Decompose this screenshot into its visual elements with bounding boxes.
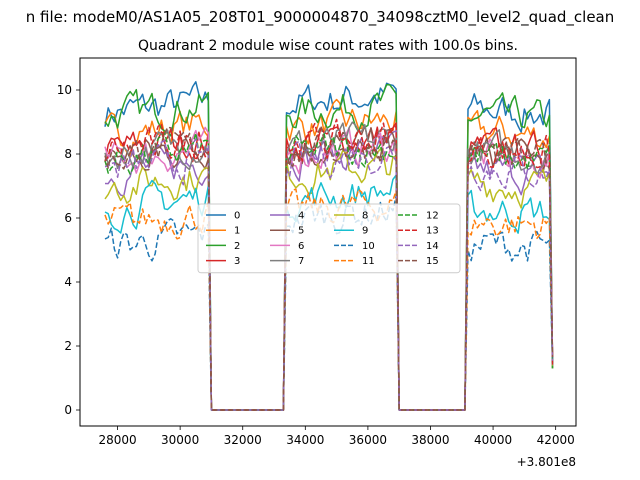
legend-item[interactable]: 0: [206, 211, 240, 222]
series-line-12: [104, 132, 554, 411]
legend-label: 9: [362, 226, 368, 237]
x-tick-label: 36000: [349, 433, 387, 447]
series-line-8: [104, 148, 554, 411]
legend-label: 12: [426, 211, 439, 222]
legend-label: 1: [234, 226, 240, 237]
legend-item[interactable]: 13: [398, 226, 439, 237]
series-line-5: [104, 124, 554, 411]
series-layer: [104, 81, 554, 411]
legend-item[interactable]: 14: [398, 241, 439, 252]
y-tick-label: 10: [57, 83, 72, 97]
x-offset-label: +3.801e8: [517, 455, 576, 469]
x-tick-label: 32000: [224, 433, 262, 447]
legend-label: 2: [234, 241, 240, 252]
legend-label: 6: [298, 241, 304, 252]
legend-frame: [197, 203, 461, 274]
x-tick-label: 38000: [411, 433, 449, 447]
legend-item[interactable]: 4: [270, 211, 304, 222]
series-line-2: [104, 83, 554, 411]
legend-label: 11: [362, 256, 375, 267]
y-tick-label: 2: [64, 339, 72, 353]
legend-item[interactable]: 10: [334, 241, 375, 252]
legend-label: 7: [298, 256, 304, 267]
series-line-7: [104, 121, 554, 411]
x-tick-label: 30000: [161, 433, 199, 447]
legend-item[interactable]: 15: [398, 256, 439, 267]
legend-item[interactable]: 9: [334, 226, 368, 237]
legend-item[interactable]: 2: [206, 241, 240, 252]
x-tick-label: 34000: [286, 433, 324, 447]
legend-label: 8: [362, 211, 368, 222]
legend-label: 15: [426, 256, 439, 267]
figure-suptitle: n file: modeM0/AS1A05_208T01_9000004870_…: [26, 8, 615, 27]
legend-item[interactable]: 5: [270, 226, 304, 237]
series-line-15: [104, 125, 554, 411]
x-tick-label: 40000: [474, 433, 512, 447]
legend-label: 13: [426, 226, 439, 237]
legend-label: 14: [426, 241, 439, 252]
y-tick-label: 8: [64, 147, 72, 161]
legend-item[interactable]: 12: [398, 211, 439, 222]
legend-label: 10: [362, 241, 375, 252]
plot-area: 28000 30000 32000 34000 36000 38000 40000 42000…: [57, 57, 577, 469]
axes-frame: [79, 57, 577, 427]
legend-item[interactable]: 1: [206, 226, 240, 237]
y-tick-label: 4: [64, 275, 72, 289]
x-axis: 28000 30000 32000 34000 36000 38000 40000 42000: [98, 426, 575, 447]
legend-label: 4: [298, 211, 304, 222]
y-tick-label: 6: [64, 211, 72, 225]
legend-item[interactable]: 8: [334, 211, 368, 222]
legend-item[interactable]: 7: [270, 256, 304, 267]
series-line-0: [104, 81, 554, 411]
legend-label: 0: [234, 211, 240, 222]
legend-item[interactable]: 11: [334, 256, 375, 267]
series-line-13: [104, 118, 554, 411]
legend-label: 5: [298, 226, 304, 237]
chart-title: Quadrant 2 module wise count rates with …: [138, 38, 518, 54]
legend-item[interactable]: 6: [270, 241, 304, 252]
legend-label: 3: [234, 256, 240, 267]
series-line-14: [104, 138, 554, 411]
x-tick-label: 28000: [98, 433, 136, 447]
series-line-9: [104, 174, 554, 411]
x-tick-label: 42000: [537, 433, 575, 447]
y-axis: 0 2 4 6 8 10: [57, 83, 80, 417]
legend-item[interactable]: 3: [206, 256, 240, 267]
y-tick-label: 0: [64, 403, 72, 417]
